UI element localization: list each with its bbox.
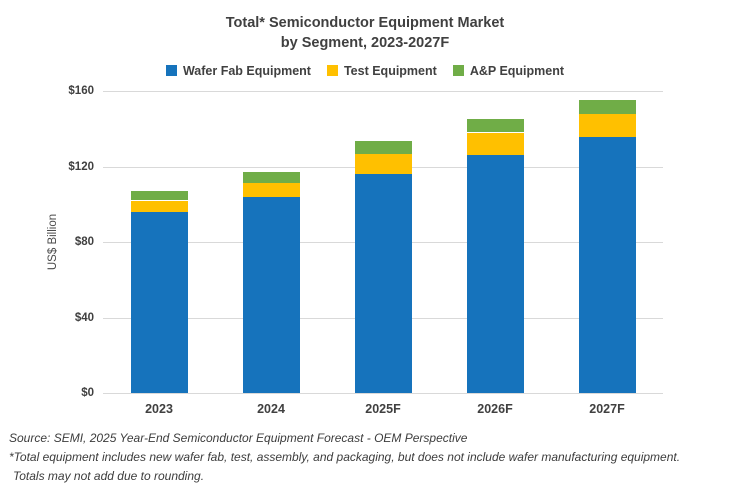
bar-2027f-segment-test-equipment	[578, 113, 636, 138]
chart-title: Total* Semiconductor Equipment Market by…	[0, 13, 730, 53]
bar-2024-segment-wafer-fab-equipment	[242, 196, 300, 393]
bar-2023-segment-a-p-equipment	[130, 191, 188, 201]
bar-2026f-segment-a-p-equipment	[466, 119, 524, 133]
test-equipment-swatch-icon	[326, 65, 338, 76]
y-tick-label: $0	[81, 387, 94, 399]
a-p-equipment-swatch-icon	[452, 65, 464, 76]
y-tick-label: $160	[68, 85, 94, 97]
gridline-160	[103, 91, 663, 92]
wafer-fab-equipment-swatch-icon	[165, 65, 177, 76]
bar-2025f-segment-wafer-fab-equipment	[354, 174, 412, 393]
legend-label: A&P Equipment	[469, 63, 565, 78]
chart-title-line1: Total* Semiconductor Equipment Market	[225, 15, 505, 31]
legend-item-wafer-fab-equipment: Wafer Fab Equipment	[165, 63, 311, 78]
x-axis-label-2026f: 2026F	[477, 402, 513, 416]
x-axis-label-2024: 2024	[257, 402, 285, 416]
gridline-0	[103, 393, 663, 394]
bar-2025f-segment-test-equipment	[354, 154, 412, 174]
bar-2027f-segment-wafer-fab-equipment	[578, 137, 636, 393]
footnote-total-definition: *Total equipment includes new wafer fab,…	[9, 449, 681, 464]
bar-2024-segment-test-equipment	[242, 182, 300, 197]
bar-2023-segment-wafer-fab-equipment	[130, 211, 188, 393]
y-tick-label: $120	[68, 160, 94, 173]
legend-item-test-equipment: Test Equipment	[326, 63, 437, 78]
x-axis-label-2023: 2023	[145, 402, 173, 416]
source-note: Source: SEMI, 2025 Year-End Semiconducto…	[9, 431, 468, 445]
footnotes: Source: SEMI, 2025 Year-End Semiconducto…	[9, 429, 724, 485]
x-axis-label-2027f: 2027F	[589, 402, 625, 416]
legend-label: Wafer Fab Equipment	[182, 63, 311, 78]
bar-2027f-segment-a-p-equipment	[578, 99, 636, 114]
bar-2023-segment-test-equipment	[130, 200, 188, 212]
y-tick-label: $80	[74, 236, 94, 248]
bar-2024-segment-a-p-equipment	[242, 172, 300, 183]
chart-title-line2: by Segment, 2023-2027F	[280, 35, 450, 51]
footnote-rounding: Totals may not add due to rounding.	[13, 468, 205, 483]
legend-label: Test Equipment	[343, 63, 437, 78]
legend-item-a-p-equipment: A&P Equipment	[452, 63, 565, 78]
bar-2025f-segment-a-p-equipment	[354, 141, 412, 155]
x-axis-label-2025f: 2025F	[365, 402, 401, 416]
legend: Wafer Fab Equipment Test Equipment A&P Equ…	[0, 63, 730, 81]
bar-2026f-segment-wafer-fab-equipment	[466, 155, 524, 393]
bar-2026f-segment-test-equipment	[466, 132, 524, 156]
y-tick-label: $40	[74, 311, 94, 324]
